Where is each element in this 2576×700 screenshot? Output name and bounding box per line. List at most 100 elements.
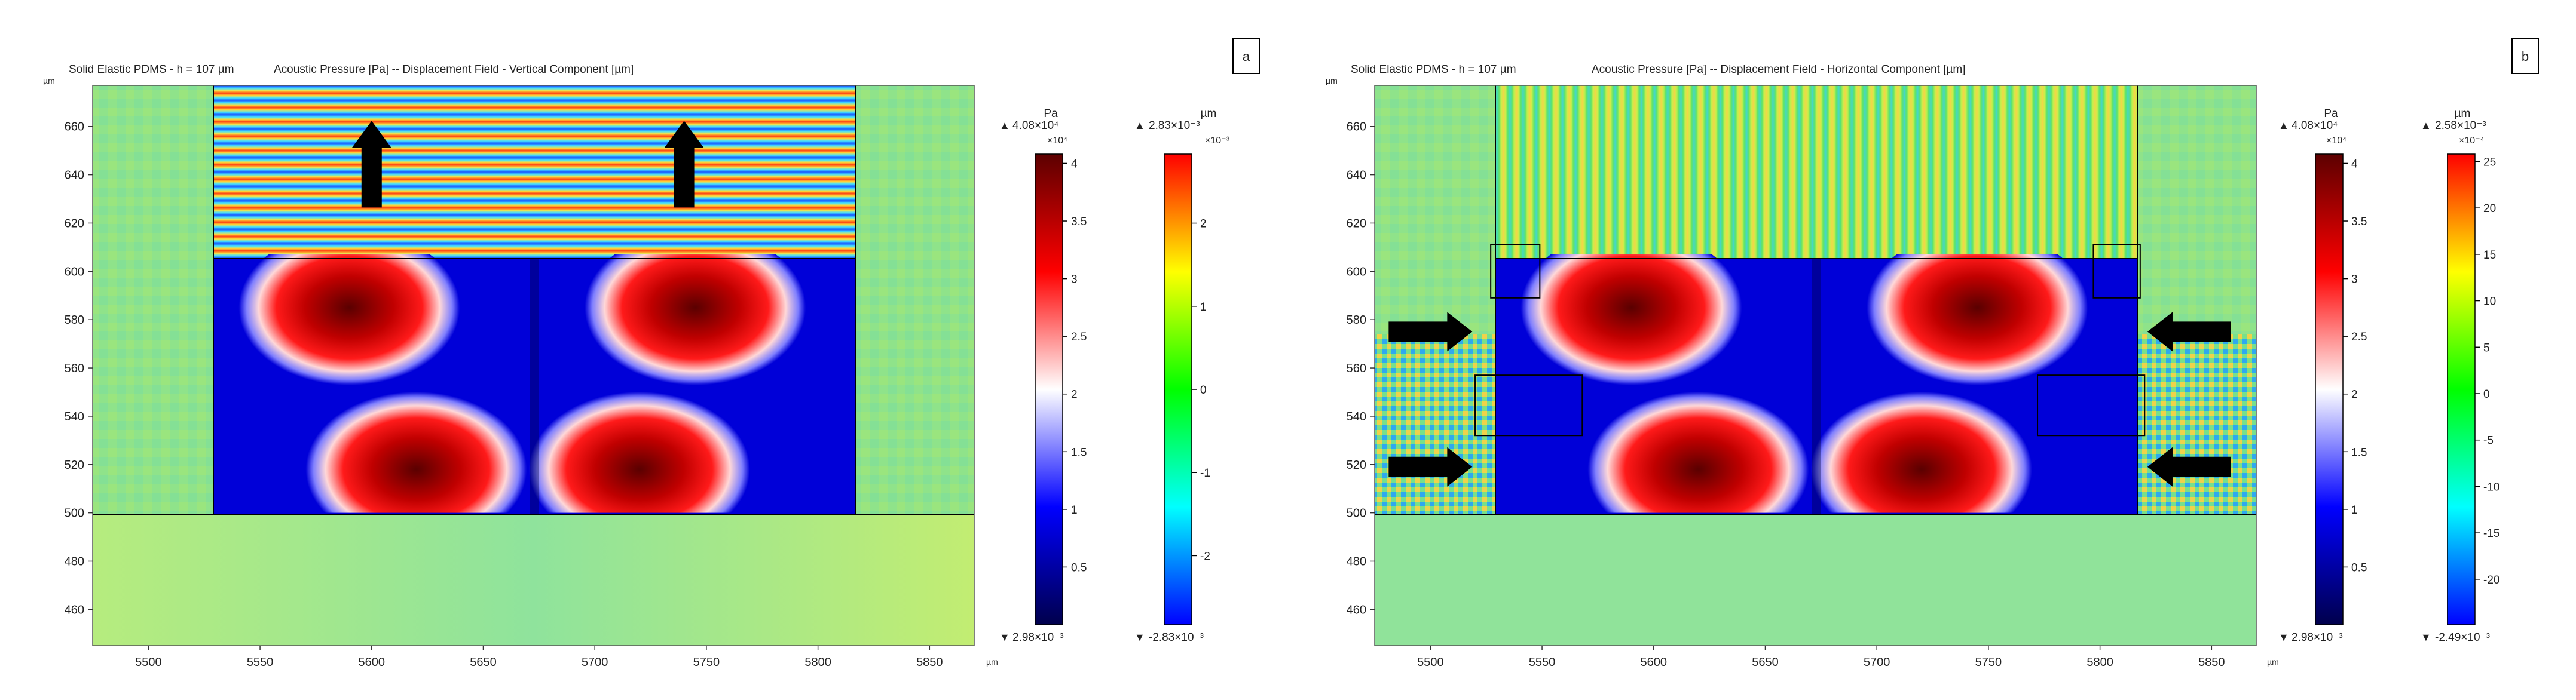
highlight-box — [2092, 244, 2141, 299]
colorbar-tick-label: 2.5 — [1071, 331, 1087, 343]
panel-a-displacement-max-label: 2.83×10⁻³ — [1149, 119, 1200, 132]
panel-a-title-main: Acoustic Pressure [Pa] -- Displacement F… — [274, 63, 634, 76]
panel-b-displacement-colorbar-gradient — [2447, 153, 2476, 625]
x-tick-label: 5850 — [2198, 656, 2225, 669]
y-tick-label: 620 — [1347, 217, 1366, 230]
y-tick-label: 520 — [65, 459, 84, 472]
x-tick-label: 5800 — [2087, 656, 2113, 669]
y-tick-label: 660 — [1347, 121, 1366, 134]
y-tick-label: 600 — [65, 265, 84, 278]
panel-a-pressure-lobes — [238, 254, 806, 513]
colorbar-tick-label: 2 — [1200, 218, 1207, 231]
colorbar-tick-label: 1.5 — [1071, 446, 1087, 459]
y-tick-label: 460 — [1347, 603, 1366, 616]
panel-b-pressure-min-label: 2.98×10⁻³ — [2292, 631, 2343, 644]
y-tick-label: 480 — [1347, 555, 1366, 568]
panel-b-displacement-exponent: ×10⁻⁴ — [2459, 136, 2485, 146]
y-tick-label: 620 — [65, 217, 84, 230]
y-tick-label: 580 — [1347, 314, 1366, 327]
pressure-lobe-1 — [1520, 254, 1742, 385]
panel-a-displacement-min-label: -2.83×10⁻³ — [1149, 631, 1204, 644]
pressure-lobe-1 — [238, 254, 460, 385]
colorbar-tick-label: 15 — [2483, 249, 2496, 262]
panel-b-pressure-max-label: 4.08×10⁴ — [2292, 119, 2338, 132]
panel-a-displacement-colorbar: µm ▲ 2.83×10⁻³ ×10⁻³ ▼ -2.83×10⁻³ 2 1 0 -1 -… — [1134, 108, 1230, 644]
panel-b-displacement-max-marker: ▲ — [2421, 119, 2431, 131]
colorbar-tick-label: 0.5 — [2351, 561, 2367, 574]
arrow-up-icon — [664, 121, 704, 208]
panel-b-substrate — [1375, 514, 2256, 646]
panel-a-plot-frame — [92, 85, 975, 646]
x-tick-label: 5500 — [1417, 656, 1444, 669]
panel-a-pressure-min-label: 2.98×10⁻³ — [1012, 631, 1064, 644]
panel-a-pressure-max-marker: ▲ — [999, 119, 1010, 131]
panel-b-highlight-boxes — [1474, 244, 2146, 437]
x-tick-label: 5800 — [804, 656, 831, 669]
colorbar-tick-label: 1 — [1200, 301, 1207, 314]
panel-b-displacement-min-label: -2.49×10⁻³ — [2435, 631, 2490, 644]
panel-b-top-fluid-stripes — [1495, 85, 2138, 259]
colorbar-tick-label: 0 — [1200, 384, 1207, 397]
panel-a-x-unit: µm — [986, 657, 998, 667]
panel-b-y-unit: µm — [1326, 76, 1338, 85]
colorbar-tick-label: -2 — [1200, 550, 1210, 563]
y-tick-label: 600 — [1347, 265, 1366, 278]
x-tick-label: 5650 — [1752, 656, 1779, 669]
arrow-left-icon — [2147, 447, 2231, 487]
panel-a-pressure-colorbar: Pa ▲ 4.08×10⁴ ×10⁴ ▼ 2.98×10⁻³ 4 3.5 3 2.5 2… — [999, 108, 1087, 644]
colorbar-tick-label: 1 — [1071, 504, 1078, 517]
panel-b-displacement-max-label: 2.58×10⁻³ — [2435, 119, 2486, 132]
panel-a-displacement-colorbar-gradient — [1164, 153, 1192, 625]
arrow-right-icon — [1388, 447, 1473, 487]
panel-b-x-unit: µm — [2267, 657, 2279, 667]
colorbar-tick-label: 25 — [2483, 156, 2496, 168]
panel-a-displacement-unit: µm — [1201, 108, 1217, 120]
highlight-box — [1474, 374, 1583, 437]
highlight-box — [2037, 374, 2146, 437]
colorbar-tick-label: 0.5 — [1071, 561, 1087, 574]
colorbar-tick-label: 3.5 — [1071, 216, 1087, 228]
colorbar-tick-label: 1.5 — [2351, 446, 2367, 459]
panel-b-pressure-colorbar: Pa ▲ 4.08×10⁴ ×10⁴ ▼ 2.98×10⁻³ 4 3.5 3 2.5 2… — [2278, 108, 2367, 644]
panel-b-label: b — [2522, 49, 2529, 64]
panel-b-arrows — [1388, 312, 2231, 487]
panel-b: Solid Elastic PDMS - h = 107 µm Acoustic… — [1326, 38, 2539, 669]
x-tick-label: 5550 — [247, 656, 274, 669]
y-tick-label: 660 — [65, 121, 84, 134]
panel-a-x-axis: 5500 5550 5600 5650 5700 5750 5800 5850 — [135, 646, 943, 669]
panel-a: Solid Elastic PDMS - h = 107 µm Acoustic… — [43, 38, 1260, 669]
panel-a-label: a — [1243, 49, 1250, 64]
panel-a-arrows — [351, 121, 704, 208]
x-tick-label: 5650 — [470, 656, 497, 669]
colorbar-tick-label: 2 — [1071, 389, 1078, 401]
panel-a-title-left: Solid Elastic PDMS - h = 107 µm — [69, 63, 234, 76]
x-tick-label: 5750 — [693, 656, 720, 669]
colorbar-tick-label: 3 — [2351, 274, 2358, 286]
colorbar-tick-label: 2 — [2351, 389, 2358, 401]
panel-b-left-edge-speckle — [1375, 334, 1495, 514]
colorbar-tick-label: 0 — [2483, 388, 2490, 401]
colorbar-tick-label: -1 — [1200, 467, 1210, 480]
colorbar-tick-label: 20 — [2483, 202, 2496, 215]
y-tick-label: 500 — [65, 507, 84, 520]
pressure-lobe-3 — [1587, 391, 1809, 513]
x-tick-label: 5700 — [1864, 656, 1890, 669]
x-tick-label: 5500 — [135, 656, 162, 669]
pressure-lobe-4 — [1810, 391, 2032, 513]
panel-b-right-edge-speckle — [2138, 334, 2256, 514]
y-tick-label: 560 — [65, 362, 84, 375]
panel-b-plot-area — [1374, 85, 2257, 646]
colorbar-tick-label: 4 — [1071, 158, 1078, 170]
panel-a-pressure-max-label: 4.08×10⁴ — [1012, 119, 1058, 132]
highlight-box — [1490, 244, 1541, 299]
pressure-lobe-2 — [585, 254, 806, 385]
panel-b-pressure-lobes — [1520, 254, 2088, 513]
arrow-right-icon — [1388, 312, 1473, 352]
y-tick-label: 460 — [65, 603, 84, 616]
pressure-lobe-4 — [528, 391, 750, 513]
panel-b-label-box — [2511, 38, 2539, 74]
colorbar-tick-label: 3 — [1071, 274, 1078, 286]
x-tick-label: 5600 — [359, 656, 386, 669]
panel-b-pressure-exponent: ×10⁴ — [2326, 136, 2346, 146]
